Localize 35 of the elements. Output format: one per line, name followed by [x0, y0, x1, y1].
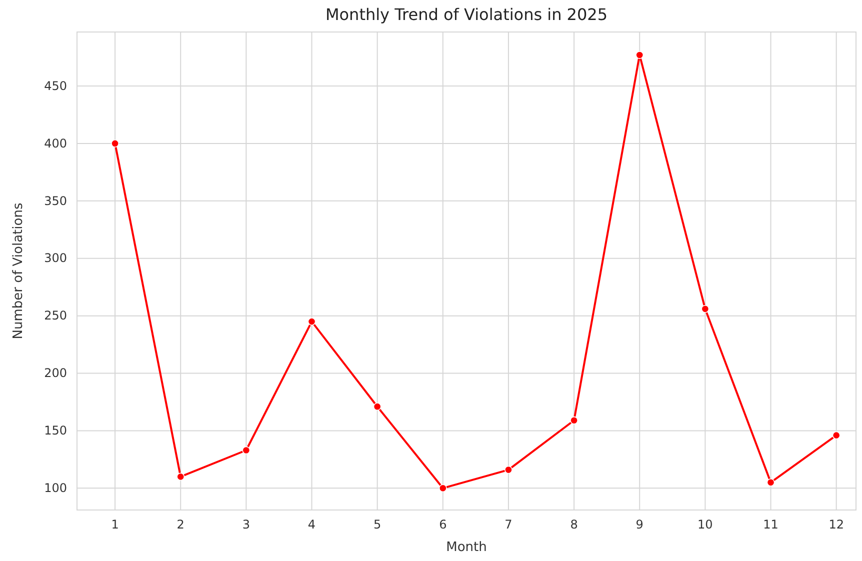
point — [766, 478, 775, 486]
y-tick-label: 100 — [44, 481, 67, 496]
point — [636, 51, 644, 59]
x-tick-label: 1 — [111, 518, 119, 532]
point — [308, 318, 316, 326]
y-tick-label: 450 — [44, 78, 67, 93]
y-tick-label: 200 — [44, 366, 67, 380]
x-tick-label: 8 — [570, 518, 578, 532]
point — [373, 402, 382, 411]
y-axis-title: Number of Violations — [11, 202, 26, 340]
y-tick-label: 250 — [44, 308, 67, 323]
x-tick-label: 12 — [828, 518, 844, 532]
x-tick-label: 3 — [242, 518, 250, 532]
chart-title: Monthly Trend of Violations in 2025 — [325, 5, 608, 24]
point — [832, 431, 840, 440]
y-tick-label: 400 — [44, 136, 67, 150]
x-axis-title: Month — [446, 540, 487, 555]
x-tick-label: 4 — [308, 518, 316, 532]
point — [111, 139, 119, 148]
x-tick-label: 7 — [504, 518, 512, 532]
y-tick-label: 300 — [44, 251, 67, 266]
y-tick-label: 150 — [44, 424, 67, 438]
point — [242, 446, 250, 454]
x-tick-label: 9 — [636, 518, 644, 532]
x-tick-label: 2 — [176, 518, 184, 532]
x-tick-label: 6 — [439, 518, 447, 532]
x-tick-label: 5 — [374, 518, 382, 532]
point — [570, 416, 578, 424]
x-tick-label: 10 — [698, 518, 713, 532]
point — [701, 304, 710, 313]
point — [504, 466, 512, 474]
x-tick-label: 11 — [763, 518, 778, 532]
point — [438, 484, 447, 492]
y-tick-label: 350 — [44, 194, 67, 208]
point — [176, 472, 185, 481]
